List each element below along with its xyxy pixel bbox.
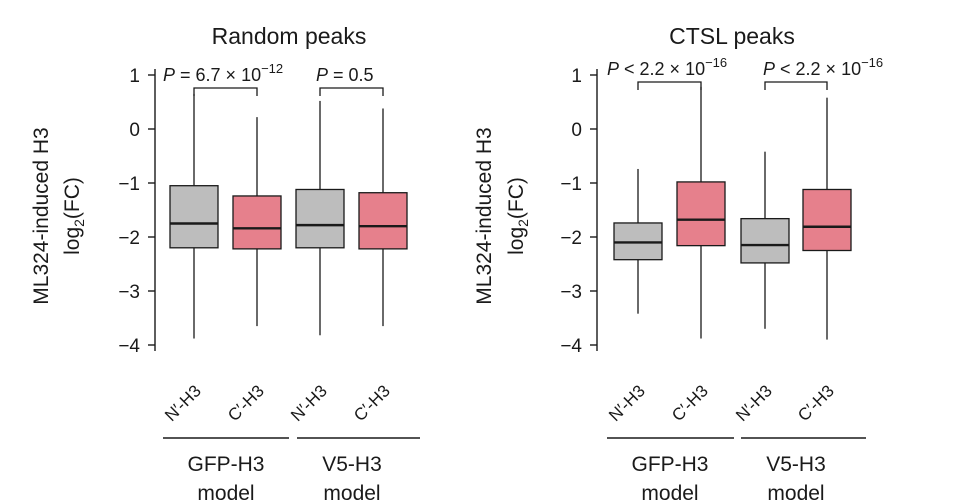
y-tick-label: −1 xyxy=(560,174,582,195)
p-exponent: −12 xyxy=(261,61,283,76)
p-symbol: P xyxy=(316,65,328,85)
box-iqr xyxy=(358,192,408,250)
y-tick-label: −3 xyxy=(118,282,140,303)
y-tick-label: −2 xyxy=(118,228,140,249)
box-iqr xyxy=(802,188,852,252)
y-axis-label-fc: (FC) xyxy=(61,177,84,219)
y-tick-label: 0 xyxy=(129,120,140,141)
y-tick-label: −3 xyxy=(560,282,582,303)
y-tick-label: 1 xyxy=(571,66,582,87)
box-1 xyxy=(613,168,663,314)
group-label-line2: model xyxy=(767,482,824,504)
significance-bracket xyxy=(193,87,258,96)
y-axis-label-fc: (FC) xyxy=(505,177,528,219)
significance-bracket xyxy=(319,87,384,96)
box-iqr xyxy=(169,185,219,249)
y-axis-label-subscript: 2 xyxy=(71,219,87,227)
box-2 xyxy=(232,117,282,327)
box-4 xyxy=(358,108,408,327)
p-value-label: P = 6.7 × 10−12 xyxy=(163,61,283,85)
x-category-label: N′-H3 xyxy=(161,381,205,425)
y-axis-label-line1: ML324-induced H3 xyxy=(473,127,496,304)
box-iqr xyxy=(232,195,282,250)
box-3 xyxy=(740,151,790,329)
significance-bracket xyxy=(764,81,828,90)
y-axis-label-line2: log2(FC) xyxy=(505,177,531,255)
x-category-label: C′-H3 xyxy=(668,381,712,425)
x-category-label: C′-H3 xyxy=(224,381,268,425)
box-2 xyxy=(676,86,726,339)
box-iqr xyxy=(676,181,726,247)
group-label-line1: GFP-H3 xyxy=(631,453,708,476)
y-axis-label-log: log xyxy=(61,227,84,255)
y-axis-label-log: log xyxy=(505,227,528,255)
y-tick-label: −2 xyxy=(560,228,582,249)
p-symbol: P xyxy=(163,65,175,85)
y-tick-label: 1 xyxy=(129,66,140,87)
p-value: < 2.2 × 10 xyxy=(775,59,861,79)
y-axis-label-line1: ML324-induced H3 xyxy=(30,127,53,304)
p-value-label: P < 2.2 × 10−16 xyxy=(607,55,727,79)
box-iqr xyxy=(295,188,345,249)
y-tick-label: 0 xyxy=(571,120,582,141)
significance-bracket xyxy=(637,81,702,90)
box-4 xyxy=(802,97,852,340)
p-exponent: −16 xyxy=(705,55,727,70)
p-value: = 6.7 × 10 xyxy=(175,65,261,85)
p-symbol: P xyxy=(607,59,619,79)
group-label-line2: model xyxy=(197,482,254,504)
p-symbol: P xyxy=(763,59,775,79)
x-category-label: C′-H3 xyxy=(350,381,394,425)
p-value-label: P = 0.5 xyxy=(316,65,374,85)
group-label-line2: model xyxy=(323,482,380,504)
box-iqr xyxy=(740,217,790,264)
p-value: < 2.2 × 10 xyxy=(619,59,705,79)
y-axis-label-line2: log2(FC) xyxy=(61,177,87,255)
p-value-label: P < 2.2 × 10−16 xyxy=(763,55,883,79)
panel-ctsl-peaks: CTSL peaks ML324-induced H3 log2(FC) 1 0 −1 −2… xyxy=(473,23,883,504)
group-label-line1: V5-H3 xyxy=(322,453,382,476)
x-category-label: C′-H3 xyxy=(794,381,838,425)
x-category-label: N′-H3 xyxy=(732,381,776,425)
y-tick-label: −1 xyxy=(118,174,140,195)
y-tick-label: −4 xyxy=(118,336,140,357)
panel-random-peaks: Random peaks ML324-induced H3 log2(FC) 1 0 −1… xyxy=(30,23,420,504)
p-exponent: −16 xyxy=(861,55,883,70)
y-tick-label: −4 xyxy=(560,336,582,357)
y-axis-label-subscript: 2 xyxy=(515,219,531,227)
x-category-label: N′-H3 xyxy=(287,381,331,425)
box-1 xyxy=(169,93,219,339)
group-label-line1: GFP-H3 xyxy=(187,453,264,476)
x-category-label: N′-H3 xyxy=(605,381,649,425)
group-label-line1: V5-H3 xyxy=(766,453,826,476)
group-label-line2: model xyxy=(641,482,698,504)
chart-title: CTSL peaks xyxy=(669,23,795,49)
box-3 xyxy=(295,100,345,336)
p-value: = 0.5 xyxy=(328,65,374,85)
chart-title: Random peaks xyxy=(212,23,367,49)
